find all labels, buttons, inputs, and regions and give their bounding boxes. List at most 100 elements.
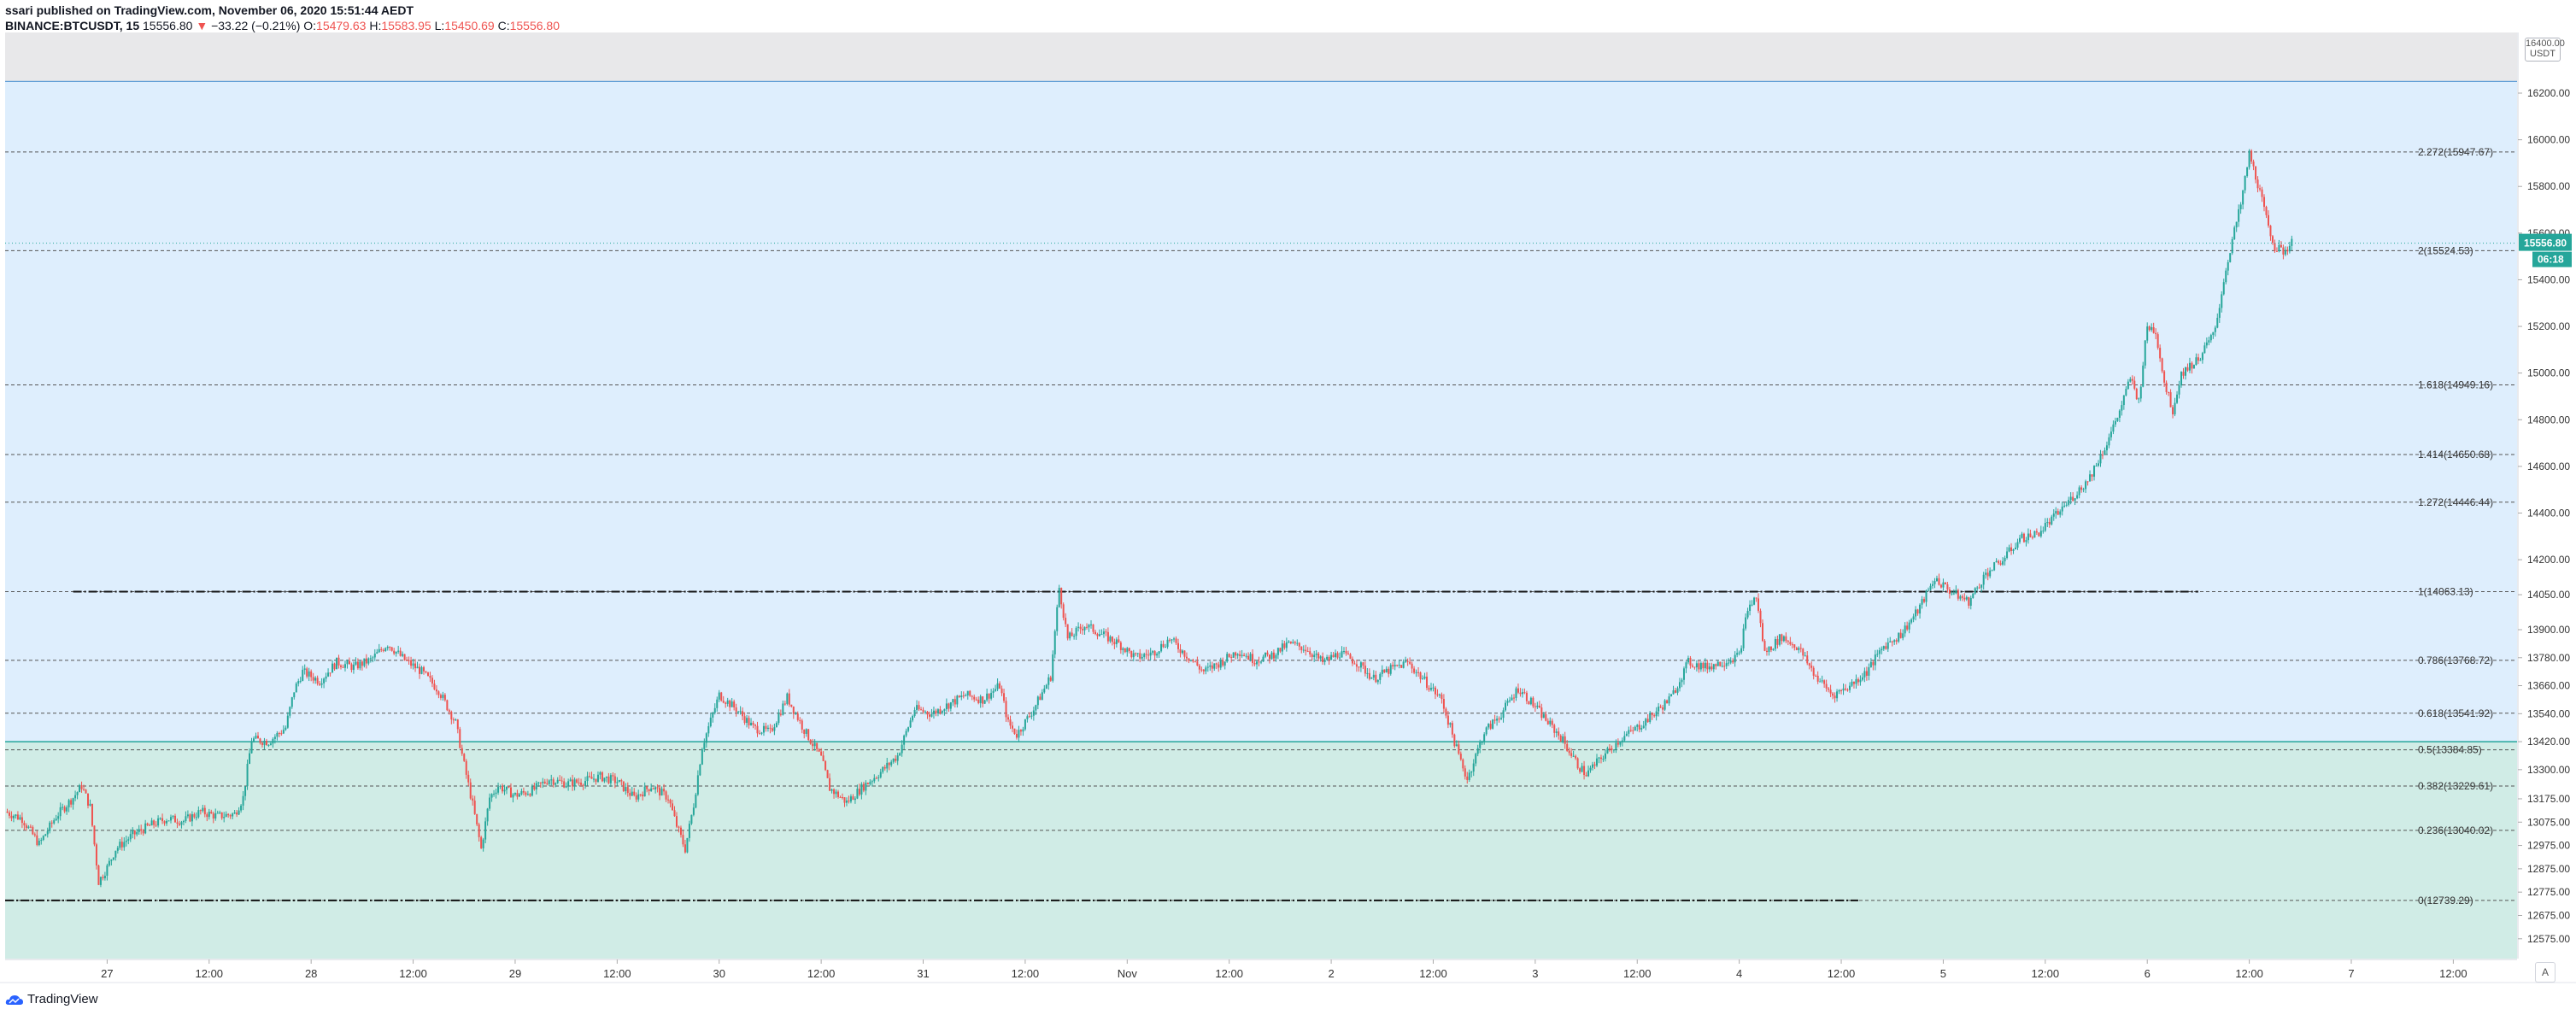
candle-body <box>467 774 470 783</box>
candle-body <box>901 744 903 754</box>
time-tick-label: 12:00 <box>1419 967 1447 980</box>
candle-body <box>2161 358 2163 372</box>
price-tick-label: 13900.00 <box>2527 624 2570 636</box>
candle-body <box>1045 684 1047 689</box>
candle-body <box>1243 654 1246 657</box>
candle-body <box>2176 394 2179 403</box>
candle-body <box>157 818 160 826</box>
candle-body <box>120 842 123 848</box>
candle-body <box>1787 641 1789 642</box>
candle-body <box>46 830 49 835</box>
candle-body <box>80 785 83 789</box>
candle-body <box>535 783 537 789</box>
candle-body <box>1213 663 1216 669</box>
currency-label[interactable]: 16400.00 USDT <box>2525 38 2565 62</box>
candle-body <box>461 748 463 754</box>
candle-body <box>1122 648 1124 650</box>
candle-body <box>1332 654 1335 658</box>
candle-body <box>673 810 676 817</box>
candle-body <box>1969 597 1972 606</box>
candle-body <box>1702 662 1705 669</box>
candle-body <box>1476 748 1479 754</box>
candle-body <box>1339 657 1341 659</box>
candle-body <box>2180 372 2183 386</box>
candle-body <box>735 707 737 713</box>
candle-body <box>333 663 336 670</box>
candle-body <box>506 786 508 790</box>
candle-body <box>1479 742 1482 748</box>
candle-body <box>220 812 223 818</box>
candle-body <box>38 841 40 846</box>
candle-body <box>580 782 583 785</box>
candle-body <box>713 707 716 713</box>
candle-body <box>1185 656 1188 659</box>
candle-body <box>835 791 837 795</box>
candle-body <box>1249 654 1252 660</box>
candle-body <box>548 780 550 784</box>
candle-body <box>1968 596 1970 606</box>
candle-body <box>758 733 760 735</box>
fib-level-label: 0.236(13040.02) <box>2418 824 2493 836</box>
candle-body <box>15 814 17 817</box>
candle-body <box>1679 682 1681 689</box>
price-tick-label: 13780.00 <box>2527 652 2570 664</box>
candle-body <box>1432 687 1435 689</box>
candle-body <box>2182 372 2185 376</box>
auto-scale-button[interactable]: A <box>2535 962 2555 983</box>
candle-body <box>1446 715 1449 725</box>
candle-body <box>1948 589 1951 594</box>
candle-body <box>756 725 759 734</box>
candle-body <box>89 803 91 806</box>
candle-body <box>55 818 57 821</box>
candle-body <box>869 782 871 784</box>
candle-body <box>2291 238 2293 246</box>
candle-body <box>924 711 927 713</box>
time-tick-label: 12:00 <box>1012 967 1040 980</box>
candle-body <box>1957 590 1959 599</box>
candle-body <box>2004 558 2006 561</box>
candle-body <box>1538 705 1540 708</box>
currency-unit: USDT <box>2530 49 2555 59</box>
candle-body <box>1323 659 1326 662</box>
candle-body <box>163 821 166 824</box>
candle-body <box>1769 646 1772 650</box>
candle-body <box>596 774 599 783</box>
candle-body <box>1558 731 1560 736</box>
candle-body <box>928 714 930 717</box>
candle-body <box>85 789 87 794</box>
candle-body <box>1608 748 1611 749</box>
candle-body <box>72 798 74 805</box>
candle-body <box>1642 725 1645 729</box>
candle-body <box>1428 688 1430 690</box>
candle-body <box>633 791 636 795</box>
candle-body <box>393 650 396 654</box>
candle-body <box>125 840 127 842</box>
candle-body <box>459 729 461 748</box>
candle-body <box>2227 261 2229 271</box>
candle-body <box>346 660 349 665</box>
candle-body <box>1819 681 1822 683</box>
candle-body <box>208 812 210 818</box>
candle-body <box>2133 380 2136 389</box>
candle-body <box>1413 668 1416 673</box>
candle-body <box>1082 629 1084 631</box>
candle-body <box>250 741 253 754</box>
candle-body <box>1026 716 1029 719</box>
candle-body <box>1483 734 1486 742</box>
candle-body <box>1852 681 1855 684</box>
candle-body <box>1239 654 1241 656</box>
candle-body <box>1262 656 1265 662</box>
candle-body <box>1623 736 1626 741</box>
candle-body <box>1863 671 1866 678</box>
candle-body <box>53 820 56 824</box>
candle-body <box>336 657 338 670</box>
candle-body <box>1111 637 1113 642</box>
candle-body <box>1283 643 1286 648</box>
candle-body <box>437 691 440 695</box>
candle-body <box>423 666 425 672</box>
tradingview-logo[interactable]: TradingView <box>5 992 98 1006</box>
open-value: 15479.63 <box>316 19 367 32</box>
candle-body <box>1632 730 1634 731</box>
candle-body <box>1529 697 1532 705</box>
